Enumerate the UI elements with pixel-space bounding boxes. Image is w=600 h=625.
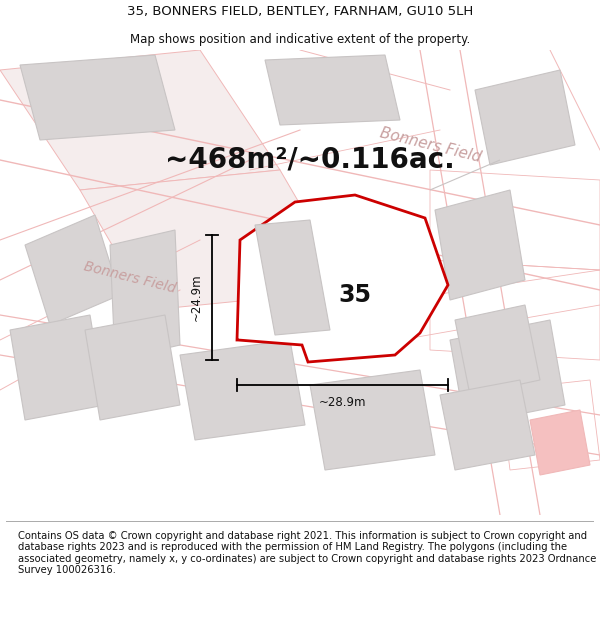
- Polygon shape: [0, 50, 280, 190]
- Polygon shape: [180, 340, 305, 440]
- Text: Contains OS data © Crown copyright and database right 2021. This information is : Contains OS data © Crown copyright and d…: [18, 531, 596, 576]
- Polygon shape: [110, 230, 180, 360]
- Polygon shape: [310, 370, 435, 470]
- Polygon shape: [475, 70, 575, 165]
- Polygon shape: [440, 380, 535, 470]
- Text: Bonners Field: Bonners Field: [378, 125, 482, 165]
- Polygon shape: [10, 315, 105, 420]
- Polygon shape: [450, 320, 565, 425]
- Text: 35, BONNERS FIELD, BENTLEY, FARNHAM, GU10 5LH: 35, BONNERS FIELD, BENTLEY, FARNHAM, GU1…: [127, 4, 473, 18]
- Polygon shape: [455, 305, 540, 395]
- Text: ~28.9m: ~28.9m: [319, 396, 366, 409]
- Polygon shape: [435, 190, 525, 300]
- Polygon shape: [25, 215, 120, 325]
- Text: Map shows position and indicative extent of the property.: Map shows position and indicative extent…: [130, 32, 470, 46]
- Polygon shape: [430, 160, 500, 190]
- Polygon shape: [265, 55, 400, 125]
- Polygon shape: [255, 220, 330, 335]
- Polygon shape: [80, 170, 350, 310]
- Polygon shape: [530, 410, 590, 475]
- Text: Bonners Field: Bonners Field: [83, 260, 178, 296]
- Polygon shape: [20, 55, 175, 140]
- Polygon shape: [85, 315, 180, 420]
- Polygon shape: [237, 195, 448, 362]
- Text: ~468m²/~0.116ac.: ~468m²/~0.116ac.: [165, 146, 455, 174]
- Text: ~24.9m: ~24.9m: [190, 274, 203, 321]
- Text: 35: 35: [338, 283, 371, 307]
